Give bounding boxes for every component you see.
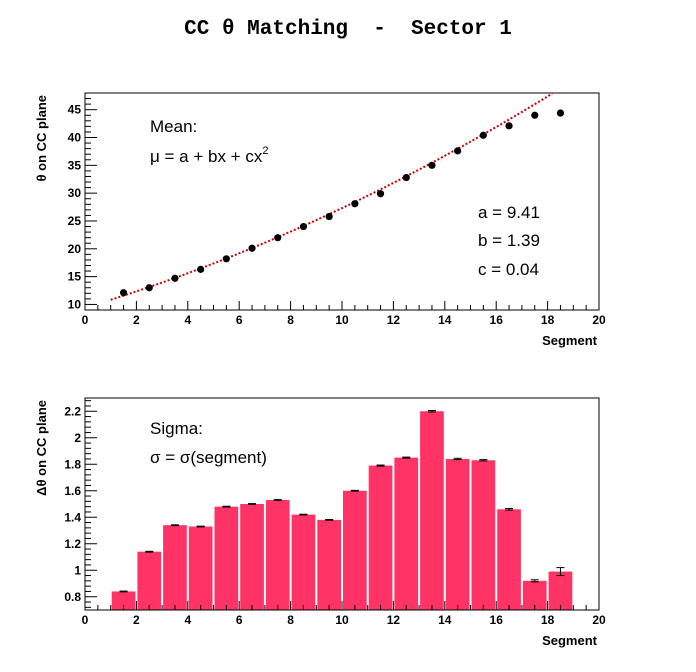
x-tick-label: 12 <box>387 613 401 627</box>
x-tick-label: 10 <box>335 613 349 627</box>
x-tick-label: 16 <box>490 313 504 327</box>
y-tick-label: 40 <box>68 131 82 145</box>
x-tick-label: 0 <box>82 313 89 327</box>
data-point <box>325 212 333 221</box>
x-tick-label: 20 <box>592 313 606 327</box>
data-point <box>299 222 308 231</box>
histogram-bar <box>522 580 547 610</box>
y-tick-label: 1.2 <box>64 537 81 551</box>
fit-formula-text: μ = a + bx + cx <box>150 147 263 166</box>
y-axis-label: Δθ on CC plane <box>34 400 49 496</box>
histogram-bar <box>188 526 213 610</box>
x-tick-label: 18 <box>541 613 555 627</box>
x-tick-label: 4 <box>184 313 191 327</box>
y-tick-label: 15 <box>68 270 82 284</box>
param-a-label: a = 9.41 <box>478 203 540 222</box>
x-tick-label: 2 <box>133 613 140 627</box>
histogram-bar <box>163 525 187 610</box>
x-axis-label: Segment <box>542 333 598 348</box>
histogram-bar <box>291 514 316 610</box>
histogram-bar <box>214 506 239 610</box>
x-tick-label: 8 <box>287 613 294 627</box>
y-tick-label: 0.8 <box>64 590 81 604</box>
fit-curve <box>110 92 553 301</box>
y-tick-label: 45 <box>68 103 82 117</box>
histogram-bar <box>420 411 444 610</box>
x-tick-label: 0 <box>82 613 89 627</box>
param-c-label: c = 0.04 <box>478 260 539 279</box>
x-tick-label: 4 <box>184 613 191 627</box>
histogram-bar <box>445 458 470 610</box>
data-point <box>376 190 385 198</box>
histogram-bar <box>394 457 419 610</box>
x-tick-label: 8 <box>287 313 294 327</box>
x-tick-label: 14 <box>438 613 452 627</box>
data-point <box>351 200 359 208</box>
x-tick-label: 2 <box>133 313 140 327</box>
histogram-bar <box>497 509 521 610</box>
y-tick-label: 2.2 <box>64 404 81 418</box>
y-tick-label: 1.4 <box>64 510 81 524</box>
figure-title: CC θ Matching - Sector 1 <box>184 18 512 41</box>
data-point <box>145 284 153 292</box>
y-tick-label: 25 <box>68 214 82 228</box>
y-tick-label: 1.8 <box>64 457 81 471</box>
data-point <box>222 255 230 263</box>
mean-label: Mean: <box>150 117 197 136</box>
sigma-label: Sigma: <box>150 419 203 438</box>
data-point <box>556 109 565 117</box>
x-tick-label: 18 <box>541 313 555 327</box>
y-tick-label: 1.6 <box>64 484 81 498</box>
y-tick-label: 1 <box>74 563 81 577</box>
fit-formula: μ = a + bx + cx2 <box>150 145 268 166</box>
data-point <box>197 265 205 273</box>
data-point <box>171 274 179 282</box>
histogram-bar <box>548 571 573 610</box>
histogram-bar <box>471 460 496 610</box>
x-tick-label: 20 <box>592 613 606 627</box>
data-point <box>505 122 513 130</box>
fit-formula-exponent: 2 <box>262 145 268 157</box>
histogram-bar <box>137 551 162 610</box>
y-tick-label: 2 <box>74 431 81 445</box>
histogram-bar <box>368 465 393 610</box>
sigma-formula: σ = σ(segment) <box>150 448 267 467</box>
data-point <box>248 244 256 252</box>
y-tick-label: 10 <box>68 297 82 311</box>
histogram-bar <box>343 490 367 610</box>
data-point <box>274 234 282 242</box>
param-b-label: b = 1.39 <box>478 231 540 250</box>
histogram-bar <box>240 504 264 610</box>
x-tick-label: 12 <box>387 313 401 327</box>
y-tick-label: 30 <box>68 186 82 200</box>
x-tick-label: 10 <box>335 313 349 327</box>
histogram-bar <box>265 500 290 610</box>
x-axis-label: Segment <box>542 633 598 648</box>
y-tick-label: 35 <box>68 158 82 172</box>
data-point <box>402 173 410 182</box>
x-tick-label: 14 <box>438 313 452 327</box>
data-point <box>119 289 128 297</box>
data-point <box>479 131 487 139</box>
histogram-bar <box>111 591 136 610</box>
x-tick-label: 16 <box>490 613 504 627</box>
data-point <box>454 147 462 155</box>
x-tick-label: 6 <box>236 313 243 327</box>
data-point <box>531 111 539 119</box>
y-tick-label: 20 <box>68 242 82 256</box>
histogram-bar <box>317 519 341 610</box>
x-tick-label: 6 <box>236 613 243 627</box>
data-point <box>428 161 436 169</box>
y-axis-label: θ on CC plane <box>34 95 49 181</box>
